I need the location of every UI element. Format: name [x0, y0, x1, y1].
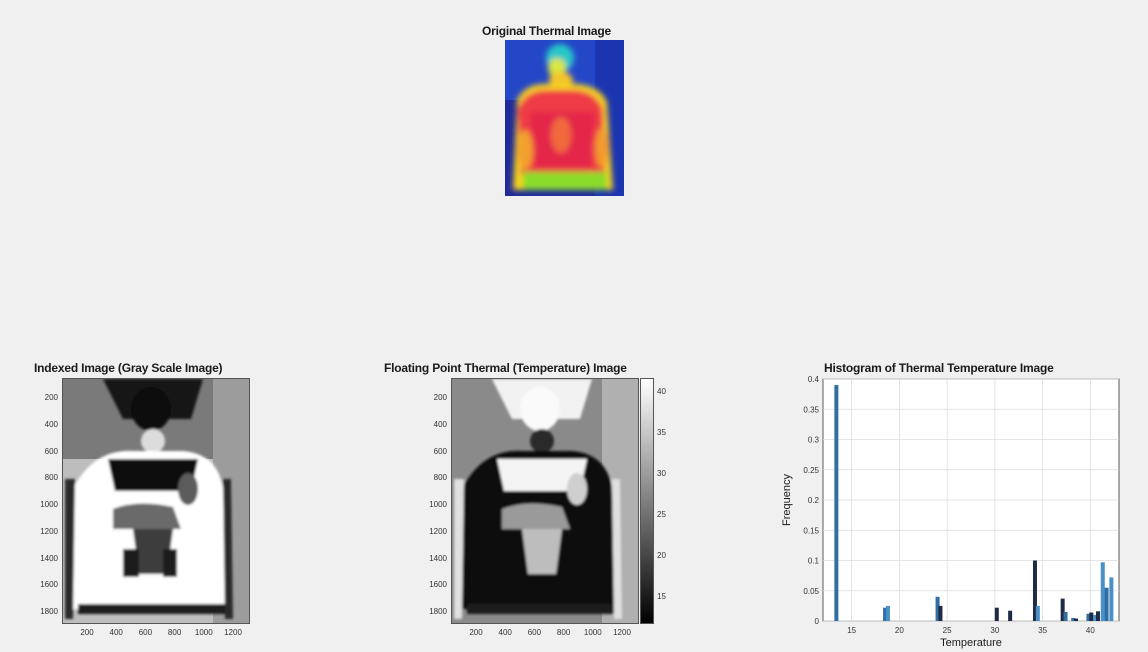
- histogram-bar: [885, 605, 890, 621]
- y-tick-label: 0.2: [808, 496, 820, 505]
- x-tick-label: 400: [109, 628, 123, 637]
- histogram-bar: [834, 385, 839, 621]
- x-tick-label: 400: [498, 628, 512, 637]
- x-tick-label: 1200: [224, 628, 242, 637]
- y-tick-label: 800: [44, 473, 58, 483]
- histogram-bar: [994, 607, 999, 621]
- x-tick-label: 600: [138, 628, 153, 637]
- y-tick-label: 0.1: [808, 557, 820, 566]
- colorbar-tick-label: 35: [657, 428, 666, 437]
- histogram-bar: [1086, 613, 1091, 621]
- y-tick-label: 600: [44, 446, 58, 456]
- x-tick-label: 600: [527, 628, 542, 637]
- x-tick-label: 200: [80, 628, 94, 637]
- x-tick-label: 20: [895, 626, 904, 635]
- y-tick-label: 1800: [429, 607, 447, 616]
- y-tick-label: 1600: [40, 580, 58, 590]
- y-tick-label: 1400: [429, 553, 447, 563]
- x-tick-label: 25: [943, 626, 952, 635]
- histogram-chart: 15 20 25 30 35 40 0 0.05 0.1 0.15 0.2 0.25 0.3 0.35 0.…: [781, 375, 1120, 649]
- y-tick-label: 1400: [40, 553, 58, 563]
- floating-thermal-image: [451, 378, 639, 624]
- x-tick-label: 40: [1086, 626, 1095, 635]
- y-tick-label: 1600: [429, 580, 447, 590]
- histogram-bar: [1074, 618, 1079, 621]
- histogram-bar: [1035, 605, 1040, 621]
- histogram-bar: [1100, 562, 1105, 621]
- histogram-bar: [1109, 577, 1114, 621]
- x-tick-label: 1200: [613, 628, 631, 637]
- histogram-title: Histogram of Thermal Temperature Image: [824, 361, 1054, 375]
- y-tick-label: 1800: [40, 607, 58, 616]
- y-axis-label: Frequency: [781, 474, 793, 526]
- y-tick-label: 0.35: [803, 405, 819, 414]
- colorbar-tick-label: 30: [657, 469, 666, 478]
- x-axis-label: Temperature: [940, 637, 1002, 649]
- colorbar-tick-label: 15: [657, 592, 666, 601]
- y-tick-label: 0.05: [803, 587, 819, 596]
- histogram-bar: [1008, 610, 1013, 621]
- histogram-bar: [1089, 612, 1094, 621]
- colorbar-tick-label: 25: [657, 510, 666, 519]
- histogram-bar: [1095, 611, 1100, 621]
- histogram-bar: [1032, 560, 1037, 621]
- y-tick-label: 200: [433, 393, 447, 402]
- y-tick-label: 1200: [40, 526, 58, 536]
- y-tick-label: 0.15: [803, 526, 819, 535]
- y-tick-label: 800: [433, 473, 447, 483]
- histogram-bar: [883, 607, 888, 621]
- indexed-image-title: Indexed Image (Gray Scale Image): [34, 361, 223, 375]
- histogram-bar: [938, 605, 943, 621]
- colorbar-tick-label: 20: [657, 551, 666, 560]
- y-tick-label: 0.4: [808, 375, 820, 384]
- histogram-bar: [935, 596, 940, 621]
- y-tick-label: 400: [44, 419, 58, 429]
- y-tick-label: 200: [44, 393, 58, 402]
- histogram-bar: [1071, 617, 1076, 621]
- x-tick-label: 30: [990, 626, 999, 635]
- y-tick-label: 0.3: [808, 436, 820, 445]
- histogram-bar: [1104, 587, 1109, 621]
- original-thermal-image: [505, 40, 624, 196]
- indexed-gray-image: [62, 378, 250, 624]
- x-tick-label: 1000: [194, 628, 213, 637]
- histogram-bar: [1063, 611, 1068, 621]
- y-tick-label: 600: [433, 446, 447, 456]
- original-image-title: Original Thermal Image: [482, 24, 611, 38]
- x-tick-label: 1000: [583, 628, 602, 637]
- floating-image-title: Floating Point Thermal (Temperature) Ima…: [384, 361, 627, 375]
- y-tick-label: 0.25: [803, 466, 819, 475]
- y-tick-label: 1000: [429, 500, 447, 509]
- x-tick-label: 35: [1038, 626, 1047, 635]
- histogram-bar: [1093, 614, 1098, 621]
- y-tick-label: 1000: [40, 500, 58, 509]
- colorbar-tick-label: 40: [657, 387, 666, 396]
- histogram-bar: [1060, 598, 1065, 621]
- y-tick-label: 0: [815, 617, 820, 626]
- y-tick-label: 1200: [429, 526, 447, 536]
- x-tick-label: 800: [167, 628, 182, 637]
- x-tick-label: 200: [469, 628, 483, 637]
- y-tick-label: 400: [433, 419, 447, 429]
- temperature-colorbar: [640, 378, 654, 624]
- x-tick-label: 800: [556, 628, 571, 637]
- x-tick-label: 15: [847, 626, 856, 635]
